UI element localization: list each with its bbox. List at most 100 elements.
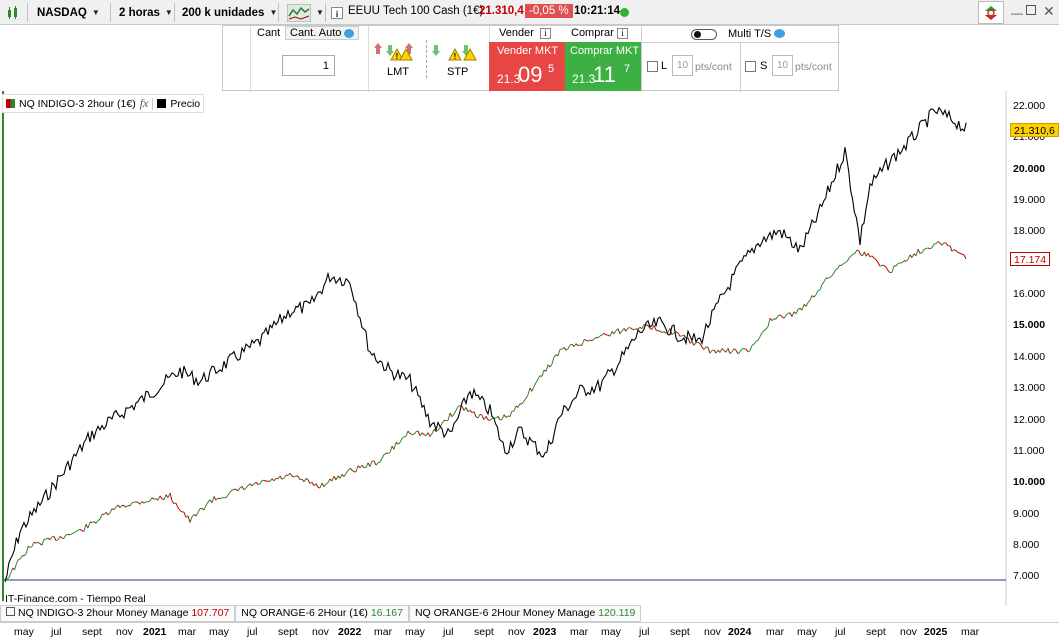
x-tick-label: nov (508, 626, 525, 638)
x-tick-label: mar (374, 626, 393, 638)
chevron-down-icon: ▼ (164, 8, 173, 17)
x-tick-label: may (14, 626, 34, 638)
panel-icon (6, 607, 15, 616)
y-tick-label: 15.000 (1013, 319, 1046, 332)
equity-value-tag: 17.174 (1010, 252, 1051, 266)
x-tick-label: nov (704, 626, 721, 638)
cant-auto-label: Cant. Auto (290, 27, 342, 39)
y-tick-label: 9.000 (1013, 507, 1040, 520)
chevron-down-icon: ▼ (316, 8, 324, 17)
bottom-item-value: 107.707 (191, 607, 230, 619)
x-tick-label: nov (116, 626, 133, 638)
chart-type-icon[interactable] (2, 2, 24, 23)
bottom-item-label: NQ ORANGE-6 2Hour Money Manage (414, 607, 596, 619)
x-tick-label: sept (670, 626, 690, 638)
bottom-item-label: NQ INDIGO-3 2hour Money Manage (18, 607, 189, 619)
sell-mkt-button[interactable]: Vender MKT 21.3 09 5 (489, 42, 565, 91)
series-color-swatch (6, 99, 15, 108)
legend-series-name[interactable]: NQ INDIGO-3 2hour (1€) (19, 97, 136, 110)
maximize-icon[interactable] (1026, 5, 1036, 15)
vender-label: Vender (499, 27, 534, 39)
chart-legend: NQ INDIGO-3 2hour (1€) fx Precio (2, 94, 205, 113)
current-price: 21.310,4 (479, 5, 524, 17)
price-color-swatch (157, 99, 167, 108)
minimize-icon[interactable]: — (1011, 6, 1023, 20)
chat-bubble-icon (774, 29, 785, 38)
y-tick-label: 20.000 (1013, 162, 1046, 175)
x-tick-label: jul (835, 626, 846, 638)
legend-price-label[interactable]: Precio (170, 97, 201, 110)
x-tick-label: sept (278, 626, 298, 638)
stp-button[interactable]: ! (431, 42, 479, 62)
limit-order-icon: ! (374, 43, 413, 61)
vender-info-icon[interactable]: i (540, 28, 551, 39)
bottom-item-value: 16.167 (370, 607, 403, 619)
y-tick-label: 13.000 (1013, 382, 1046, 395)
market-label: NASDAQ (37, 6, 87, 19)
x-tick-label: mar (570, 626, 589, 638)
x-tick-label: sept (82, 626, 102, 638)
bottom-item-orange[interactable]: NQ ORANGE-6 2Hour (1€) 16.167 (235, 605, 409, 622)
price-chart[interactable] (0, 91, 1059, 641)
stop-order-icon: ! (432, 45, 477, 61)
market-dropdown[interactable]: NASDAQ ▼ (31, 2, 106, 23)
x-tick-label: mar (961, 626, 980, 638)
x-tick-label: nov (312, 626, 329, 638)
bottom-item-orange-mm[interactable]: NQ ORANGE-6 2Hour Money Manage 120.119 (408, 605, 642, 622)
x-tick-label: may (797, 626, 817, 638)
close-icon[interactable]: ✕ (1043, 3, 1055, 19)
buy-mkt-button[interactable]: Comprar MKT 21.3 11 7 (565, 42, 641, 91)
y-tick-label: 19.000 (1013, 194, 1046, 207)
multi-ts-toggle[interactable] (691, 29, 717, 40)
price-series (4, 106, 967, 582)
timeframe-dropdown[interactable]: 2 horas ▼ (113, 2, 179, 23)
limit-l-label: L (661, 60, 668, 72)
y-tick-label: 16.000 (1013, 288, 1046, 301)
trade-arrows-icon (985, 5, 997, 20)
x-tick-label: jul (639, 626, 650, 638)
buy-price-small: 7 (624, 63, 631, 75)
x-tick-label: 2024 (728, 626, 752, 638)
bottom-item-indigo-mm[interactable]: NQ INDIGO-3 2hour Money Manage 107.707 (0, 605, 236, 622)
x-tick-label: nov (900, 626, 917, 638)
limit-checkbox[interactable] (647, 61, 658, 72)
change-badge: -0,05 % (525, 4, 573, 18)
x-tick-label: jul (247, 626, 258, 638)
y-tick-label: 7.000 (1013, 570, 1040, 583)
units-label: 200 k unidades (182, 6, 265, 19)
info-icon[interactable]: i (330, 2, 344, 23)
y-tick-label: 18.000 (1013, 225, 1046, 238)
function-icon[interactable]: fx (139, 96, 149, 110)
lmt-button[interactable]: ! (373, 42, 421, 62)
x-tick-label: may (209, 626, 229, 638)
bottom-item-label: NQ ORANGE-6 2Hour (1€) (241, 607, 368, 619)
comprar-label: Comprar (571, 27, 614, 39)
chat-bubble-icon (344, 28, 355, 38)
status-dot-icon (620, 8, 629, 17)
units-dropdown[interactable]: 200 k unidades ▼ (176, 2, 283, 23)
x-tick-label: may (405, 626, 425, 638)
cant-auto-button[interactable]: Cant. Auto (285, 26, 360, 40)
indicators-button[interactable]: ▼ (281, 2, 330, 23)
quantity-input[interactable] (282, 55, 335, 76)
buy-mkt-label: Comprar MKT (570, 45, 640, 57)
indicator-icon (287, 3, 311, 22)
stop-checkbox[interactable] (745, 61, 756, 72)
equity-series (4, 241, 967, 583)
bottom-series-bar: NQ INDIGO-3 2hour Money Manage 107.707 N… (0, 605, 642, 622)
order-panel: Cant Cant. Auto ! LMT ! STP Vender i Com… (222, 25, 840, 92)
x-tick-label: jul (443, 626, 454, 638)
stop-points-input[interactable] (772, 55, 793, 76)
comprar-info-icon[interactable]: i (617, 28, 628, 39)
x-tick-label: sept (474, 626, 494, 638)
buy-price-big: 11 (593, 62, 616, 87)
x-tick-label: may (601, 626, 621, 638)
limit-points-input[interactable] (672, 55, 693, 76)
top-toolbar: NASDAQ ▼ 2 horas ▼ 200 k unidades ▼ ▼ i EEU… (0, 0, 1059, 25)
svg-text:i: i (336, 9, 339, 19)
chevron-down-icon: ▼ (91, 8, 100, 17)
x-tick-label: 2021 (143, 626, 167, 638)
x-tick-label: 2023 (533, 626, 557, 638)
trade-button[interactable] (978, 1, 1004, 24)
multi-ts-label: Multi T/S (728, 28, 772, 40)
